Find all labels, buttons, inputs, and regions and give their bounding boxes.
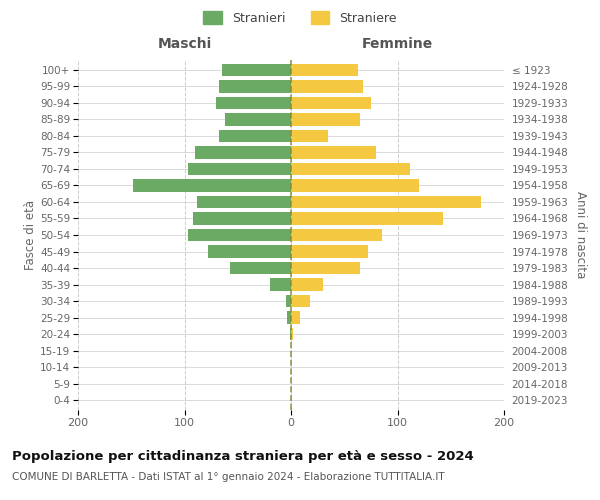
Bar [286, 295, 291, 307]
Bar [230, 262, 291, 274]
Text: Popolazione per cittadinanza straniera per età e sesso - 2024: Popolazione per cittadinanza straniera p… [12, 450, 474, 463]
Bar [188, 229, 291, 241]
Bar [225, 113, 291, 126]
Bar [217, 96, 291, 109]
Bar [222, 64, 291, 76]
Bar [291, 295, 310, 307]
Bar [270, 278, 291, 290]
Bar [291, 130, 328, 142]
Bar [290, 328, 291, 340]
Bar [291, 146, 376, 158]
Bar [291, 212, 443, 224]
Bar [291, 80, 364, 92]
Y-axis label: Fasce di età: Fasce di età [25, 200, 37, 270]
Bar [291, 196, 481, 208]
Bar [218, 130, 291, 142]
Y-axis label: Anni di nascita: Anni di nascita [574, 192, 587, 278]
Bar [193, 212, 291, 224]
Bar [188, 163, 291, 175]
Bar [197, 196, 291, 208]
Bar [291, 113, 360, 126]
Bar [218, 80, 291, 92]
Bar [291, 180, 419, 192]
Bar [291, 312, 299, 324]
Text: COMUNE DI BARLETTA - Dati ISTAT al 1° gennaio 2024 - Elaborazione TUTTITALIA.IT: COMUNE DI BARLETTA - Dati ISTAT al 1° ge… [12, 472, 445, 482]
Bar [291, 328, 293, 340]
Bar [291, 278, 323, 290]
Bar [195, 146, 291, 158]
Legend: Stranieri, Straniere: Stranieri, Straniere [198, 6, 402, 30]
Bar [133, 180, 291, 192]
Bar [291, 163, 410, 175]
Bar [291, 64, 358, 76]
Bar [291, 96, 371, 109]
Bar [291, 246, 368, 258]
Bar [291, 229, 382, 241]
Bar [208, 246, 291, 258]
Bar [287, 312, 291, 324]
Bar [291, 262, 360, 274]
